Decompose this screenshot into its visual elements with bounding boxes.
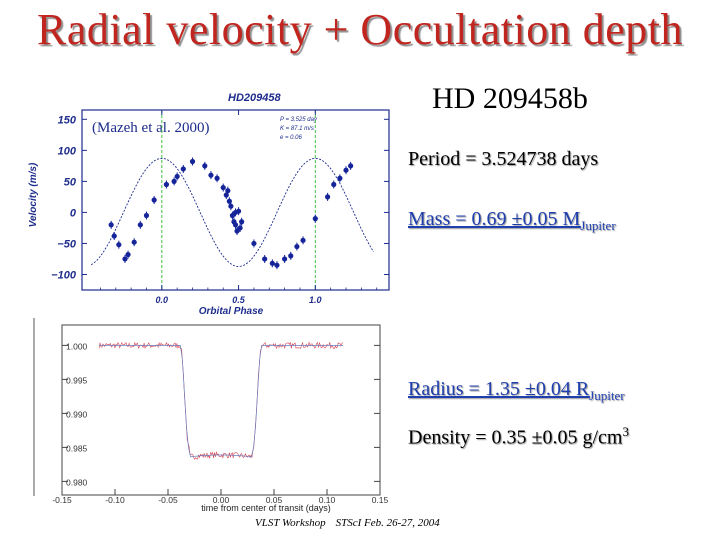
rv-data-point — [174, 173, 180, 180]
rv-data-point — [228, 203, 234, 209]
rv-data-point — [288, 253, 294, 259]
rv-data-point — [235, 208, 242, 214]
rv-data-point — [189, 158, 196, 165]
slide-title: Radial velocity + Occultation depth — [37, 5, 683, 54]
radius-sub: Jupiter — [589, 388, 625, 403]
rv-data-point — [269, 260, 275, 266]
rv-data-point — [312, 216, 318, 222]
rv-data-point — [282, 256, 288, 262]
fit-param-k: K = 87.1 m/s — [280, 126, 314, 132]
transit-x-tick-label: -0.15 — [52, 495, 72, 505]
rv-data-point — [337, 175, 343, 181]
rv-data-point — [171, 178, 177, 184]
rv-data-point — [348, 163, 354, 169]
rv-data-point — [122, 256, 128, 262]
transit-x-axis-label: time from center of transit (days) — [201, 503, 331, 513]
rv-x-tick-label: 1.0 — [309, 295, 322, 305]
rv-data-point — [137, 222, 143, 228]
rv-data-point — [116, 242, 122, 248]
rv-data-point — [131, 239, 137, 245]
density-text: Density = 0.35 ±0.05 g/cm3 — [408, 424, 629, 450]
rv-data-point — [163, 181, 170, 188]
transit-y-tick-label: 0.985 — [66, 443, 88, 453]
rv-data-point — [151, 197, 157, 203]
footer-workshop: VLST Workshop — [255, 517, 326, 529]
rv-data-point — [331, 181, 337, 188]
rv-data-point — [239, 219, 245, 225]
rv-data-point — [343, 167, 349, 173]
rv-data-point — [300, 237, 306, 243]
rv-y-tick-label: −100 — [51, 269, 77, 281]
rv-data-point — [251, 240, 257, 247]
rv-data-point — [225, 188, 231, 194]
transit-x-tick-label: 0.15 — [372, 495, 389, 505]
rv-plot-frame — [81, 109, 390, 291]
transit-y-tick-label: 0.980 — [66, 477, 88, 487]
rv-citation: (Mazeh et al. 2000) — [92, 120, 209, 136]
fit-param-period: P = 3.525 day — [280, 117, 318, 123]
rv-data-point — [220, 184, 226, 191]
rv-x-tick-label: 0.5 — [232, 295, 246, 305]
rv-x-axis-label: Orbital Phase — [199, 306, 264, 317]
rv-data-point — [180, 166, 186, 172]
transit-y-tick-label: 0.990 — [66, 409, 88, 419]
footer-venue: STScI Feb. 26-27, 2004 — [335, 517, 440, 529]
rv-y-tick-label: 100 — [58, 145, 77, 157]
transit-panel-bg — [34, 318, 394, 496]
density-sup: 3 — [622, 424, 629, 439]
transit-x-tick-label: 0.00 — [213, 495, 230, 505]
footer: VLST Workshop STScI Feb. 26-27, 2004 — [255, 517, 440, 529]
rv-y-tick-label: −50 — [57, 238, 77, 250]
rv-y-axis-label: Velocity (m/s) — [28, 162, 39, 227]
radius-main: Radius = 1.35 ±0.04 R — [408, 378, 590, 400]
rv-data-point — [214, 175, 220, 181]
transit-x-tick-label: -0.10 — [105, 495, 125, 505]
rv-data-point — [294, 243, 300, 250]
mass-sub: Jupiter — [580, 218, 616, 233]
rv-x-tick-label: 0.0 — [156, 295, 169, 305]
rv-y-tick-label: 150 — [58, 114, 77, 126]
radius-text: Radius = 1.35 ±0.04 RJupiter — [408, 378, 625, 404]
rv-fit-curve — [90, 157, 375, 267]
rv-data-point — [143, 212, 150, 219]
rv-data-point — [237, 225, 243, 231]
density-main: Density = 0.35 ±0.05 g/cm — [408, 426, 623, 449]
rv-data-point — [108, 222, 114, 228]
rv-data-point — [232, 222, 239, 228]
transit-y-tick-label: 0.995 — [66, 375, 88, 385]
rv-data-point — [125, 252, 131, 258]
rv-chart-title: HD209458 — [228, 92, 281, 104]
rv-data-point — [208, 172, 214, 178]
transit-y-tick-label: 1.000 — [66, 341, 88, 351]
rv-data-point — [325, 194, 331, 200]
mass-text: Mass = 0.69 ±0.05 MJupiter — [408, 208, 616, 234]
fit-param-e: e = 0.06 — [280, 135, 303, 141]
planet-name: HD 209458b — [432, 82, 588, 115]
transit-data-points — [98, 341, 344, 460]
mass-main: Mass = 0.69 ±0.05 M — [408, 208, 581, 230]
transit-x-tick-label: 0.05 — [266, 495, 283, 505]
rv-data-point — [274, 262, 280, 268]
rv-data-point — [111, 233, 117, 239]
transit-model-curve — [99, 345, 343, 458]
rv-y-tick-label: 50 — [64, 176, 77, 188]
transit-x-tick-label: -0.05 — [158, 495, 178, 505]
transit-x-tick-label: 0.10 — [319, 495, 336, 505]
period-text: Period = 3.524738 days — [408, 148, 599, 170]
rv-data-point — [202, 163, 208, 169]
rv-y-tick-label: 0 — [70, 207, 77, 219]
rv-data-point — [262, 256, 268, 262]
